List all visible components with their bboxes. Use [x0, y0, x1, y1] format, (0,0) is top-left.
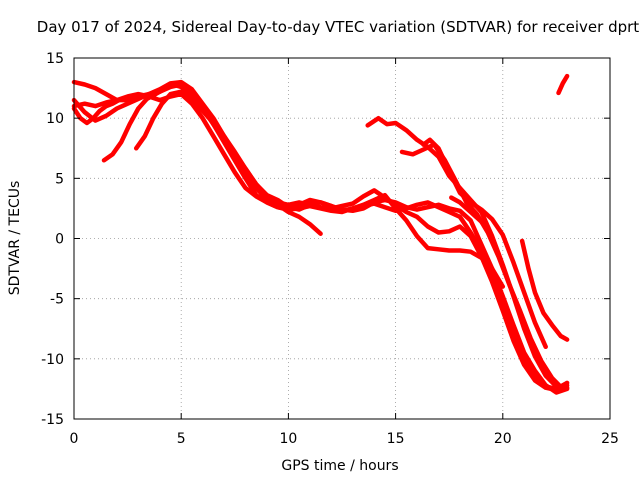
y-tick-labels: -15 -10 -5 0 5 10 15: [41, 51, 64, 428]
y-tick-label: 0: [55, 232, 64, 248]
series-line-arc-3: [71, 79, 570, 393]
series-line-arc-12: [449, 195, 493, 235]
x-tick-label: 5: [177, 431, 186, 447]
y-axis-label: SDTVAR / TECUs: [7, 181, 23, 296]
series-line-arc-5: [133, 89, 506, 289]
series-line-arc-10: [556, 73, 570, 96]
x-tick-label: 20: [494, 431, 512, 447]
y-tick-label: 15: [46, 51, 64, 67]
grid: [74, 58, 610, 419]
tick-marks: [73, 57, 611, 420]
x-tick-label: 10: [279, 431, 297, 447]
series-line-arc-11: [71, 97, 122, 126]
series-line-arc-9: [519, 238, 570, 342]
series-line-arc-7: [399, 142, 566, 392]
series-line-arc-8: [421, 137, 548, 350]
x-axis-label: GPS time / hours: [281, 458, 398, 474]
y-tick-label: -10: [41, 352, 64, 368]
y-tick-label: 10: [46, 111, 64, 127]
y-tick-label: -15: [41, 412, 64, 428]
x-tick-label: 15: [387, 431, 405, 447]
x-tick-label: 0: [70, 431, 79, 447]
data-series-group: [71, 73, 570, 395]
x-tick-label: 25: [601, 431, 619, 447]
x-tick-labels: 0 5 10 15 20 25: [70, 431, 619, 447]
series-line-arc-6: [365, 115, 570, 390]
y-tick-label: -5: [50, 292, 64, 308]
y-tick-label: 5: [55, 171, 64, 187]
chart-title: Day 017 of 2024, Sidereal Day-to-day VTE…: [37, 18, 640, 36]
